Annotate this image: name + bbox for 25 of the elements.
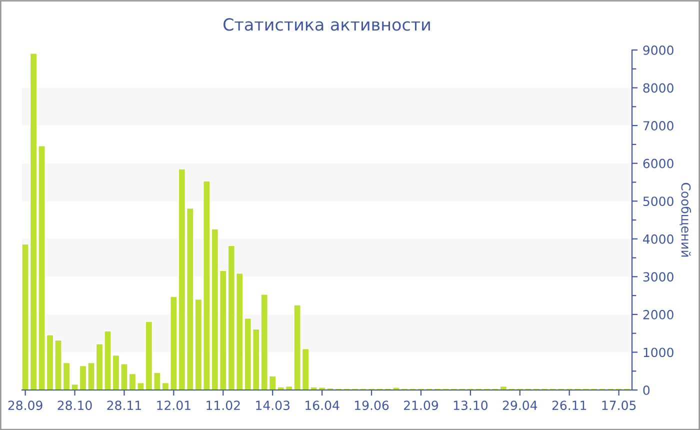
- x-tick-label: 29.04: [502, 400, 538, 410]
- y-tick-label: 3000: [643, 272, 674, 282]
- x-tick-label: 17.05: [602, 400, 636, 410]
- x-tick-label: 21.09: [404, 400, 438, 410]
- y-axis-title: Сообщений: [680, 182, 692, 257]
- y-tick-label: 7000: [643, 121, 674, 130]
- chart-title: Статистика активности: [224, 18, 430, 31]
- x-tick-label: 14.03: [256, 400, 290, 410]
- y-tick-label: 8000: [643, 83, 674, 93]
- y-tick-label: 2000: [643, 310, 674, 320]
- x-tick-label: 26.11: [552, 400, 586, 410]
- y-tick-label: 9000: [643, 45, 674, 55]
- x-tick-label: 28.10: [58, 400, 92, 410]
- x-tick-label: 28.11: [107, 400, 141, 410]
- x-tick-label: 28.09: [8, 400, 42, 410]
- x-tick-label: 11.02: [206, 400, 240, 410]
- x-tick-label: 13.10: [454, 400, 488, 410]
- y-tick-label: 0: [643, 385, 650, 395]
- y-tick-label: 1000: [644, 348, 674, 358]
- y-tick-label: 6000: [643, 158, 674, 168]
- x-tick-label: 19.06: [354, 400, 389, 410]
- x-tick-label: 16.04: [306, 400, 340, 410]
- y-tick-label: 5000: [643, 196, 674, 206]
- x-tick-label: 12.01: [157, 400, 190, 410]
- y-tick-label: 4000: [643, 234, 674, 244]
